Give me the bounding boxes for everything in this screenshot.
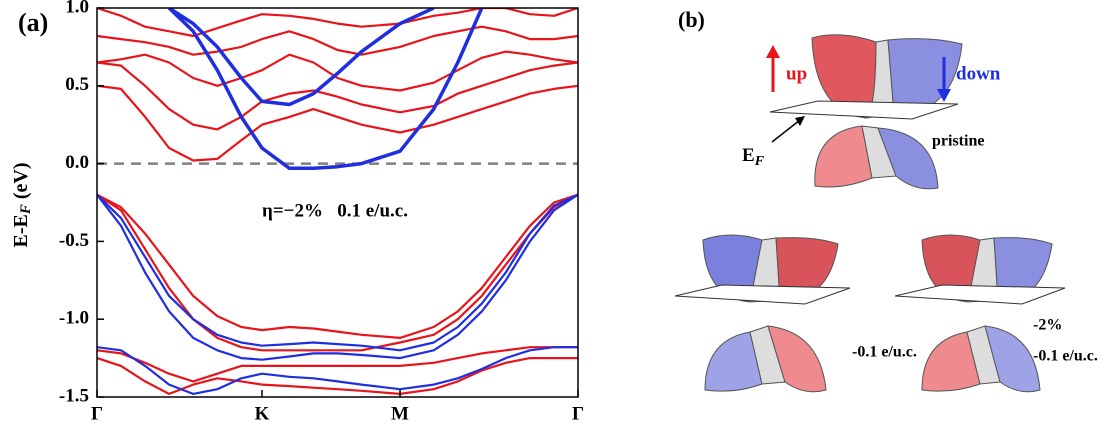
y-tick-label: -0.5 <box>59 230 89 251</box>
panel-label: (a) <box>18 8 48 37</box>
plot-frame <box>96 7 579 398</box>
arrow-head <box>937 89 951 102</box>
fermi-plane <box>894 284 1066 305</box>
band <box>97 357 578 395</box>
plot-area <box>97 8 578 395</box>
arrow <box>771 119 801 143</box>
fermi-text: E <box>742 145 755 166</box>
caption: pristine <box>932 133 984 150</box>
band <box>97 193 578 352</box>
band <box>97 193 578 361</box>
spin-label: up <box>786 63 807 84</box>
spin-label: down <box>956 63 1001 84</box>
y-tick-label: -1.5 <box>59 385 89 406</box>
x-tick-label: M <box>391 403 409 424</box>
band <box>97 193 578 339</box>
y-label-part: E-E <box>10 214 32 247</box>
annotation: η=−2% 0.1 e/u.c. <box>262 200 408 221</box>
caption: -0.1 e/u.c. <box>852 344 917 361</box>
fermi-plane <box>769 100 959 120</box>
x-tick-label: Γ <box>572 403 584 424</box>
x-tick-label: Γ <box>91 403 103 424</box>
y-tick-label: 1.0 <box>65 0 89 17</box>
y-tick-label: 0.0 <box>65 152 89 173</box>
schematic: (b) up down EF pristine -0.1 e/u.c. <box>674 7 1098 393</box>
band <box>168 8 435 107</box>
band <box>97 8 578 38</box>
y-label-part: (eV) <box>10 163 32 205</box>
band <box>97 346 578 383</box>
x-tick-label: K <box>255 403 270 424</box>
y-label-sub: F <box>18 204 34 215</box>
band <box>97 25 578 56</box>
band <box>97 84 578 162</box>
fermi-sub: F <box>754 154 765 169</box>
cone <box>877 127 939 190</box>
y-axis-label: E-EF (eV) <box>10 163 35 248</box>
band <box>97 50 578 92</box>
arrow-head <box>795 116 805 126</box>
band <box>97 193 578 352</box>
cone <box>984 325 1041 393</box>
band <box>97 61 578 131</box>
band <box>97 346 578 395</box>
band <box>167 8 484 171</box>
caption: -2% <box>1033 317 1062 334</box>
cone <box>767 325 827 393</box>
y-tick-label: 0.5 <box>65 74 89 95</box>
fermi-plane <box>674 284 851 305</box>
caption: -0.1 e/u.c. <box>1033 348 1098 365</box>
y-tick-label: -1.0 <box>59 308 89 329</box>
fermi-label: EF <box>742 145 765 169</box>
arrow-head <box>766 45 780 58</box>
panel-label: (b) <box>678 7 705 32</box>
